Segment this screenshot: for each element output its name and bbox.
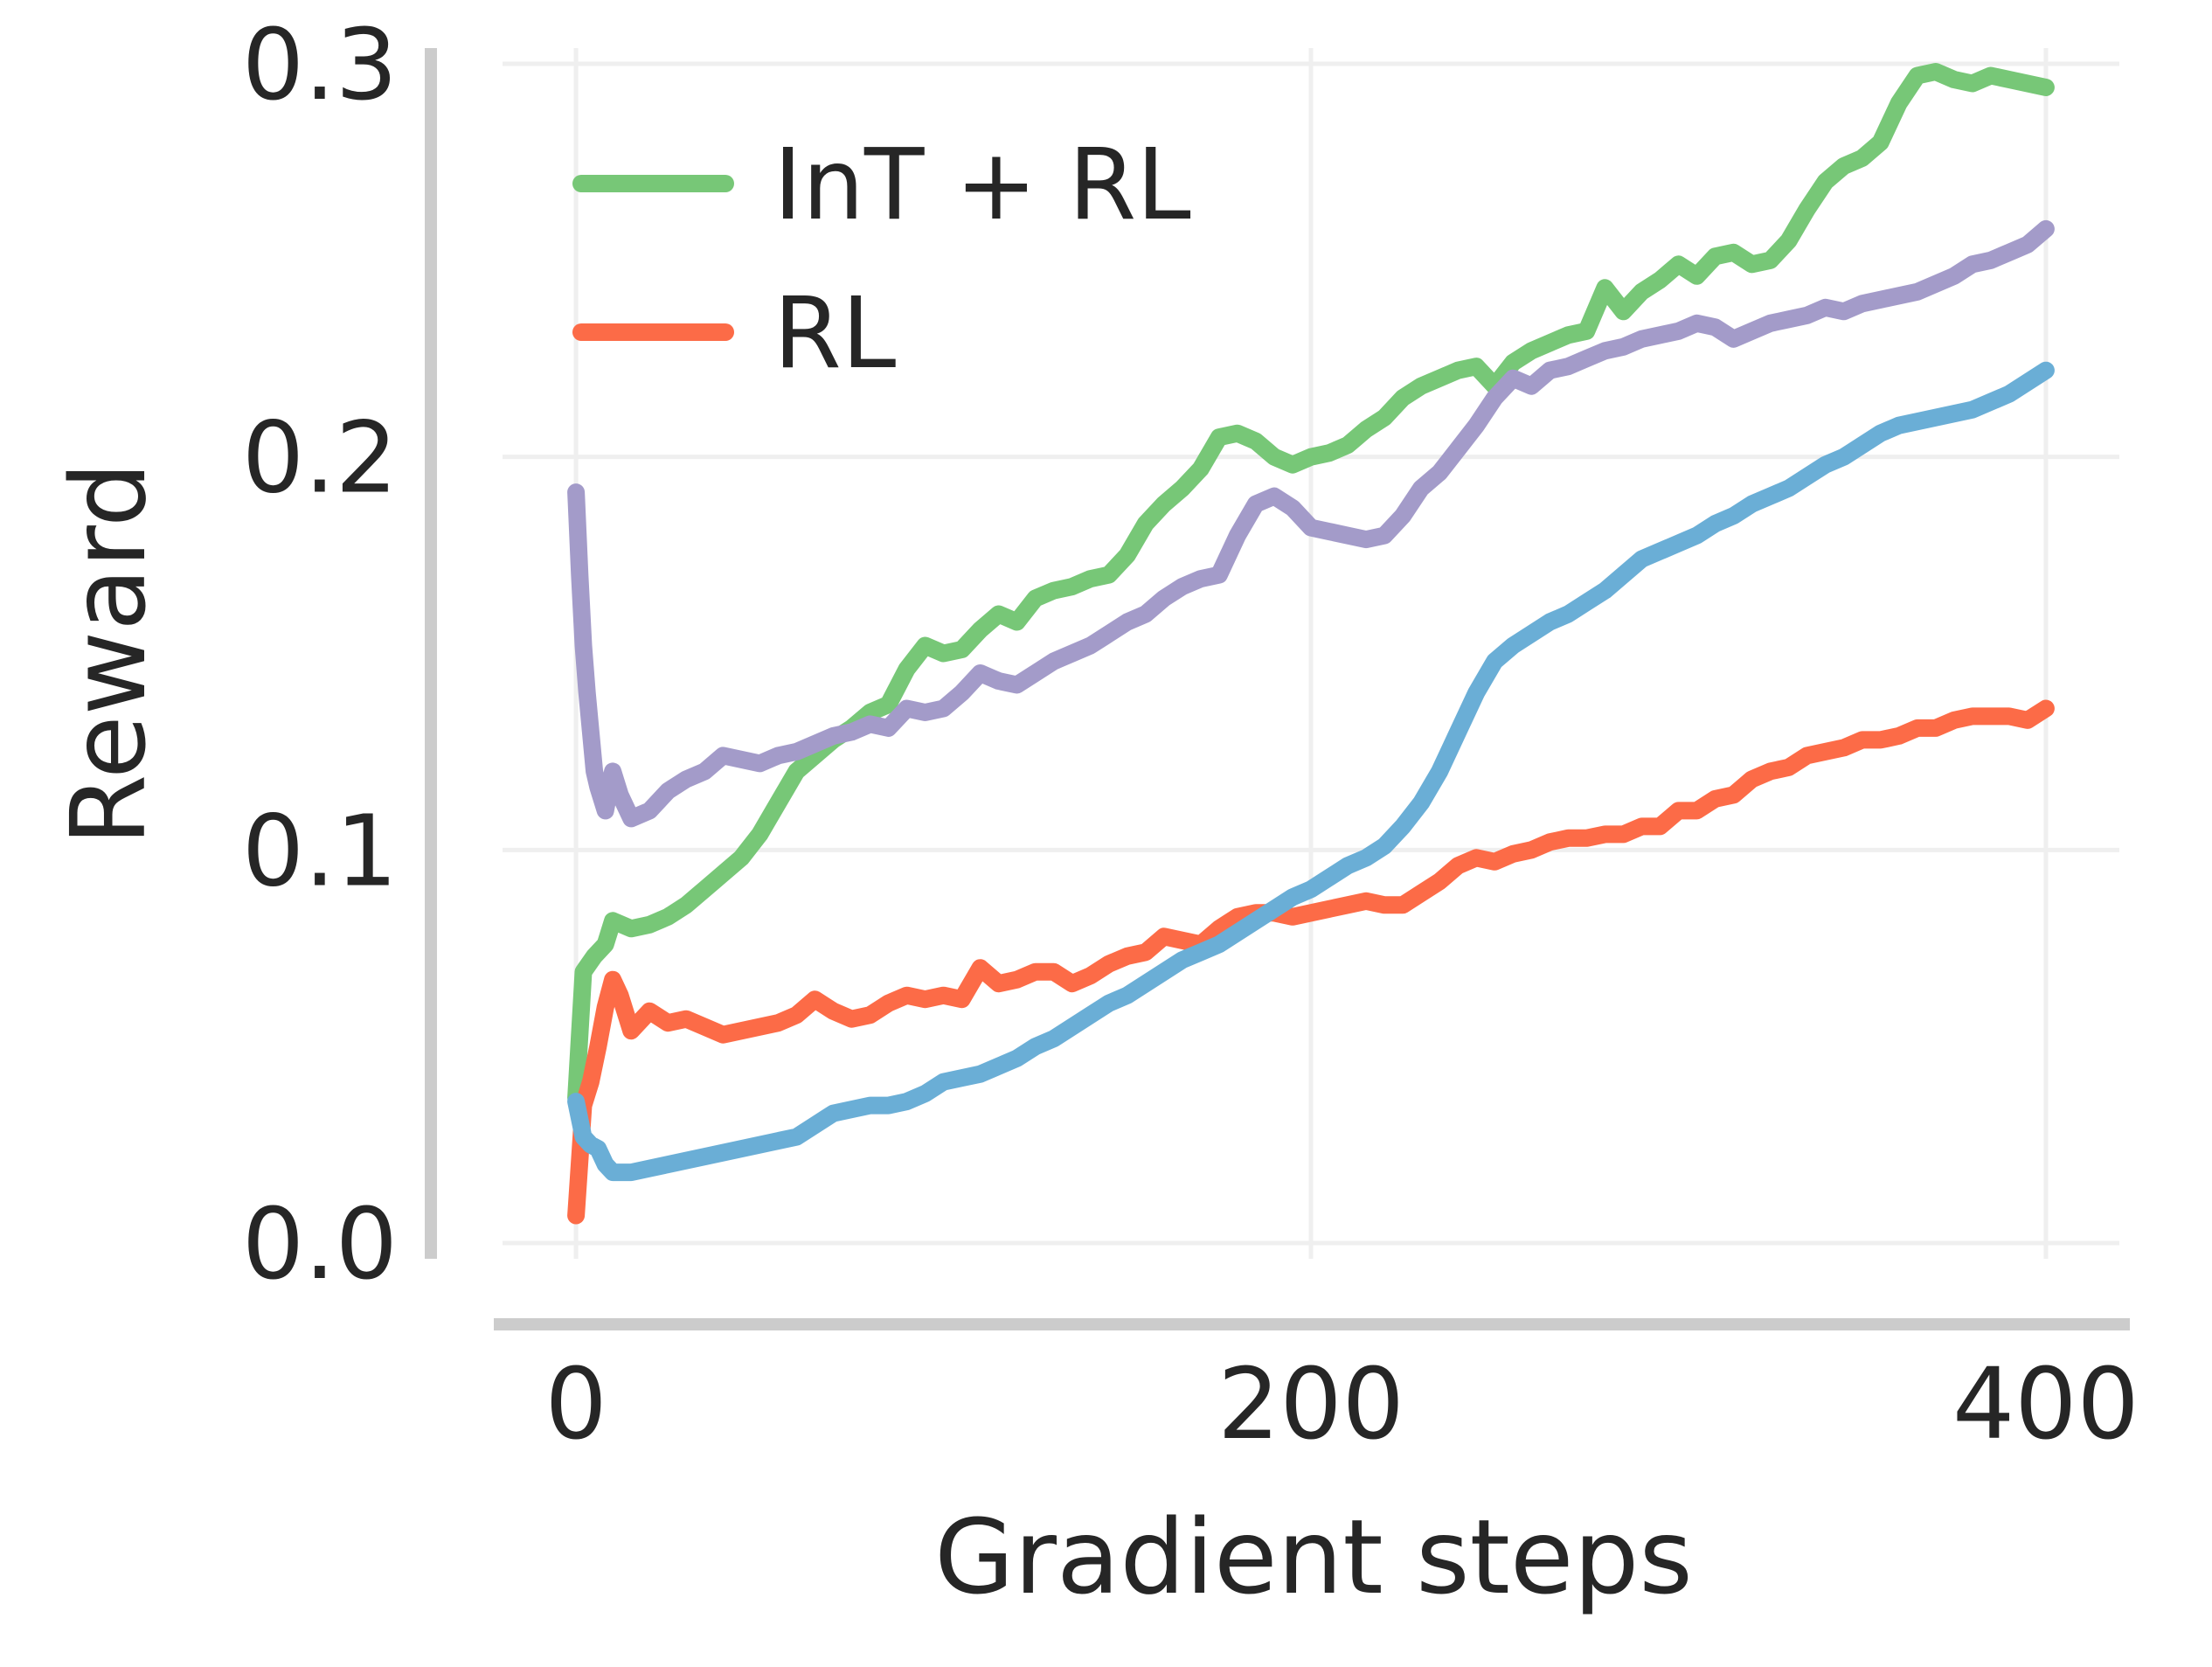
- grid-lines: [503, 48, 2119, 1259]
- y-tick-label-3: 0.3: [242, 9, 398, 122]
- y-tick-label-0: 0.0: [242, 1188, 398, 1302]
- series-lines: [567, 63, 2055, 1225]
- legend-label-0: InT + RL: [773, 128, 1191, 242]
- y-tick-label-1: 0.1: [242, 795, 398, 908]
- x-tick-label-2: 400: [1952, 1348, 2139, 1462]
- x-tick-label-0: 0: [544, 1348, 607, 1462]
- series-line-2: [567, 219, 2055, 828]
- tick-labels: 0.0 0.1 0.2 0.3 0 200 400: [242, 9, 2139, 1462]
- y-axis-title: Reward: [48, 462, 169, 845]
- axes: [425, 48, 2130, 1330]
- series-line-0: [567, 63, 2055, 1107]
- x-axis-title: Gradient steps: [934, 1497, 1693, 1617]
- series-line-3: [567, 361, 2055, 1182]
- x-tick-label-1: 200: [1217, 1348, 1404, 1462]
- legend: InT + RL RL: [572, 128, 1191, 391]
- y-tick-label-2: 0.2: [242, 402, 398, 516]
- legend-label-1: RL: [773, 277, 896, 391]
